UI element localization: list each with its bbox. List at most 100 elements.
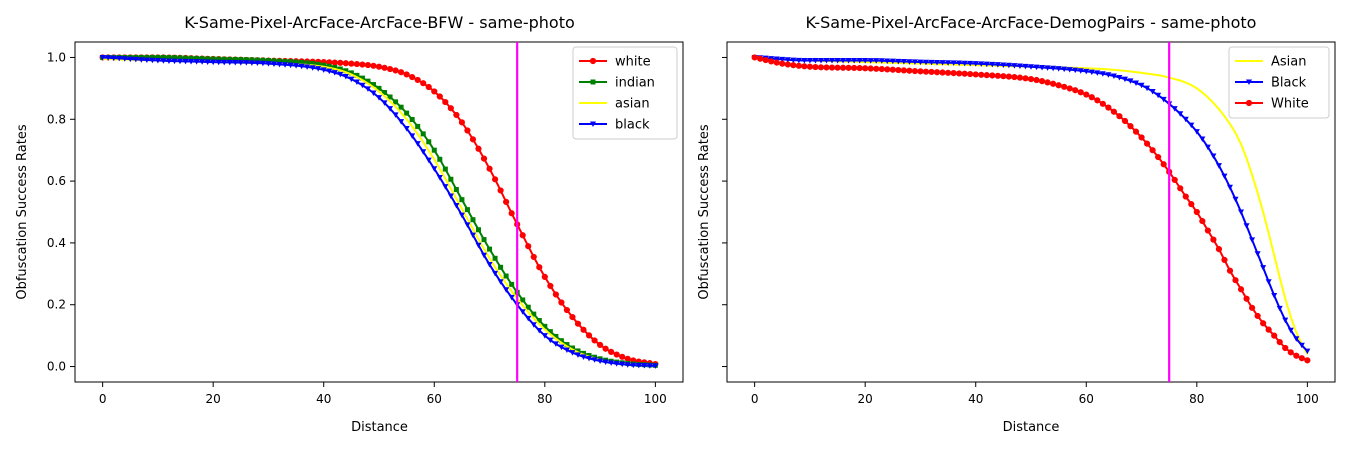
- data-point: [1254, 312, 1261, 320]
- series-line: [754, 56, 1308, 362]
- data-point: [232, 59, 239, 66]
- series-line: [754, 56, 1309, 352]
- data-point: [589, 57, 597, 65]
- data-point: [1293, 352, 1300, 359]
- data-point: [867, 65, 874, 72]
- data-point: [547, 329, 553, 335]
- data-point: [155, 54, 161, 60]
- data-point: [906, 59, 913, 65]
- data-point: [889, 58, 896, 65]
- data-point: [1110, 73, 1117, 79]
- data-point: [911, 59, 918, 65]
- x-tick-label: 100: [644, 392, 667, 406]
- data-point: [536, 318, 542, 324]
- data-point: [387, 106, 394, 112]
- data-point: [1171, 176, 1178, 183]
- data-point: [447, 105, 454, 112]
- data-point: [602, 345, 609, 352]
- legend-item: black: [579, 118, 650, 133]
- data-point: [398, 104, 404, 110]
- series-black: [99, 54, 659, 369]
- data-point: [1199, 136, 1206, 142]
- data-point: [624, 355, 631, 362]
- data-point: [160, 54, 166, 60]
- data-point: [1248, 304, 1256, 311]
- data-point: [1144, 85, 1151, 92]
- data-point: [99, 54, 106, 61]
- legend-box: [1228, 46, 1330, 119]
- data-point: [624, 362, 631, 368]
- data-point: [1138, 82, 1145, 89]
- data-point: [1011, 73, 1018, 81]
- data-point: [1282, 317, 1289, 324]
- data-point: [188, 55, 194, 61]
- data-point: [1050, 65, 1057, 72]
- data-point: [370, 62, 377, 69]
- data-point: [1149, 88, 1156, 95]
- data-point: [376, 95, 382, 101]
- data-point: [498, 264, 504, 270]
- y-tick-label: 0.2: [47, 298, 66, 312]
- data-point: [1149, 147, 1156, 154]
- data-point: [773, 56, 780, 62]
- data-point: [243, 57, 249, 63]
- data-point: [442, 98, 449, 106]
- legend-label: White: [1271, 97, 1309, 112]
- data-point: [641, 363, 648, 369]
- data-point: [784, 57, 791, 63]
- data-point: [1155, 92, 1162, 99]
- data-point: [1199, 217, 1206, 225]
- data-point: [945, 60, 952, 66]
- data-point: [817, 64, 825, 71]
- data-point: [823, 64, 830, 71]
- data-point: [1116, 113, 1123, 120]
- data-point: [259, 60, 266, 67]
- data-point: [1265, 279, 1272, 285]
- data-point: [1038, 78, 1046, 85]
- data-point: [834, 64, 841, 71]
- data-point: [1246, 79, 1252, 85]
- x-axis-label: Distance: [1003, 420, 1060, 435]
- data-point: [1072, 67, 1079, 74]
- data-point: [1155, 153, 1162, 161]
- data-point: [801, 63, 808, 70]
- data-point: [569, 350, 576, 356]
- data-point: [1293, 336, 1300, 342]
- data-point: [1188, 201, 1195, 208]
- data-point: [581, 350, 587, 356]
- data-point: [829, 58, 836, 64]
- data-point: [470, 217, 476, 223]
- data-point: [1171, 106, 1178, 112]
- data-point: [878, 65, 885, 73]
- data-point: [1282, 344, 1289, 352]
- data-point: [1215, 163, 1222, 169]
- data-point: [436, 175, 443, 181]
- data-point: [497, 187, 504, 194]
- data-point: [342, 60, 349, 67]
- data-point: [1033, 64, 1040, 71]
- data-point: [403, 71, 410, 78]
- data-point: [983, 61, 990, 68]
- data-point: [298, 63, 305, 70]
- data-point: [1232, 277, 1239, 284]
- x-tick-label: 0: [99, 392, 107, 406]
- y-tick-label: 0.4: [47, 236, 66, 250]
- data-point: [564, 342, 570, 348]
- data-point: [321, 62, 327, 68]
- data-point: [287, 62, 294, 69]
- data-point: [110, 55, 117, 62]
- x-tick-label: 0: [751, 392, 759, 406]
- data-point: [646, 363, 653, 369]
- data-point: [933, 69, 941, 76]
- data-point: [1088, 94, 1095, 101]
- data-point: [282, 62, 289, 68]
- data-point: [1221, 256, 1228, 264]
- legend-label: asian: [615, 97, 650, 112]
- data-point: [442, 184, 449, 190]
- data-point: [503, 287, 510, 293]
- data-point: [221, 56, 227, 62]
- data-point: [795, 57, 802, 64]
- data-point: [1039, 64, 1046, 71]
- data-point: [889, 66, 896, 73]
- data-point: [1243, 295, 1250, 302]
